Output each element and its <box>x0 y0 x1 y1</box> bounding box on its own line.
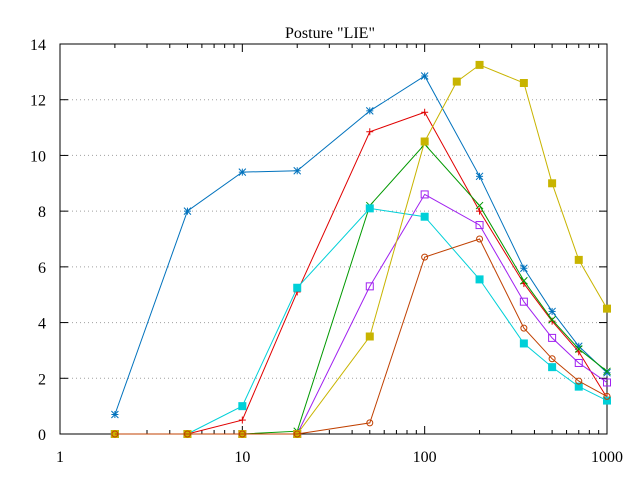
data-point-plus <box>421 108 429 116</box>
data-point-filled-square <box>603 304 611 313</box>
data-point-filled-square <box>238 402 247 411</box>
data-point-plus <box>476 207 484 215</box>
data-point-open-circle <box>603 392 611 400</box>
data-point-filled-square <box>365 332 374 341</box>
data-point-open-circle <box>183 430 191 438</box>
data-point-open-circle <box>366 419 374 427</box>
y-tick-label: 14 <box>30 37 46 54</box>
data-point-open-square <box>519 297 528 306</box>
data-point-filled-square <box>519 339 528 348</box>
series-line <box>114 75 608 415</box>
data-point-plus <box>548 317 556 325</box>
data-point-open-square <box>574 358 583 367</box>
y-tick-label: 6 <box>38 260 46 277</box>
data-point-open-square <box>548 333 557 342</box>
y-tick-label: 8 <box>38 204 46 221</box>
data-point-open-square <box>365 282 374 291</box>
data-point-filled-square <box>519 79 528 87</box>
data-point-open-circle <box>238 430 246 438</box>
chart-title: Posture "LIE" <box>285 25 375 42</box>
data-point-filled-square <box>475 275 484 284</box>
y-tick-label: 10 <box>30 148 46 165</box>
data-point-filled-square <box>603 396 611 405</box>
data-point-open-circle <box>476 235 484 243</box>
series-line <box>114 143 608 435</box>
data-point-x <box>475 201 484 210</box>
data-point-open-circle <box>575 377 583 385</box>
series-7 <box>111 235 611 438</box>
data-point-asterisk <box>603 368 611 377</box>
data-point-filled-square <box>574 255 583 264</box>
axes: 0 2 4 6 8 10 12 14 1 10 100 1000 <box>30 37 623 466</box>
series-line <box>114 193 608 435</box>
series-3 <box>111 140 611 438</box>
data-point-filled-square <box>548 179 557 188</box>
series-line <box>114 111 608 435</box>
x-tick-label: 1 <box>56 449 64 466</box>
data-point-filled-square <box>420 212 429 221</box>
series-4 <box>110 190 611 438</box>
data-point-filled-square <box>420 137 429 146</box>
data-point-filled-square <box>365 204 374 213</box>
y-tick-label: 4 <box>38 316 46 333</box>
data-point-open-circle <box>548 355 556 363</box>
data-point-open-circle <box>421 253 429 261</box>
x-tick-label: 10 <box>234 449 250 466</box>
data-point-x <box>520 276 528 285</box>
data-point-open-circle <box>111 430 119 438</box>
y-tick-label: 2 <box>38 371 46 388</box>
data-point-asterisk <box>420 72 429 80</box>
series-2 <box>111 108 611 438</box>
data-point-filled-square <box>574 382 583 391</box>
data-point-plus <box>238 416 246 424</box>
series-group <box>110 60 611 438</box>
data-point-filled-square <box>548 363 557 372</box>
x-tick-label: 100 <box>413 449 437 466</box>
y-tick-label: 12 <box>30 93 46 110</box>
data-point-asterisk <box>183 207 192 215</box>
data-point-asterisk <box>548 307 556 316</box>
data-point-open-square <box>420 190 429 199</box>
series-5 <box>110 204 611 438</box>
data-point-open-square <box>603 378 611 387</box>
series-line <box>114 207 608 435</box>
y-tick-label: 0 <box>38 427 46 444</box>
data-point-open-square <box>475 221 484 230</box>
plot-border <box>59 43 608 435</box>
data-point-x <box>548 315 556 324</box>
data-point-open-circle <box>520 324 528 332</box>
series-line <box>114 238 608 435</box>
data-point-x <box>603 367 611 376</box>
data-point-open-circle <box>293 430 301 438</box>
grid-lines <box>60 99 607 379</box>
data-point-asterisk <box>520 264 528 273</box>
data-point-asterisk <box>475 172 484 181</box>
data-point-plus <box>366 128 374 136</box>
data-point-filled-square <box>293 283 302 292</box>
data-point-asterisk <box>238 168 247 176</box>
data-point-asterisk <box>293 166 302 175</box>
data-point-x <box>574 345 583 353</box>
data-point-asterisk <box>365 107 374 115</box>
data-point-filled-square <box>475 60 484 69</box>
data-point-asterisk <box>111 410 119 419</box>
x-tick-label: 1000 <box>591 449 623 466</box>
data-point-filled-square <box>452 77 461 86</box>
